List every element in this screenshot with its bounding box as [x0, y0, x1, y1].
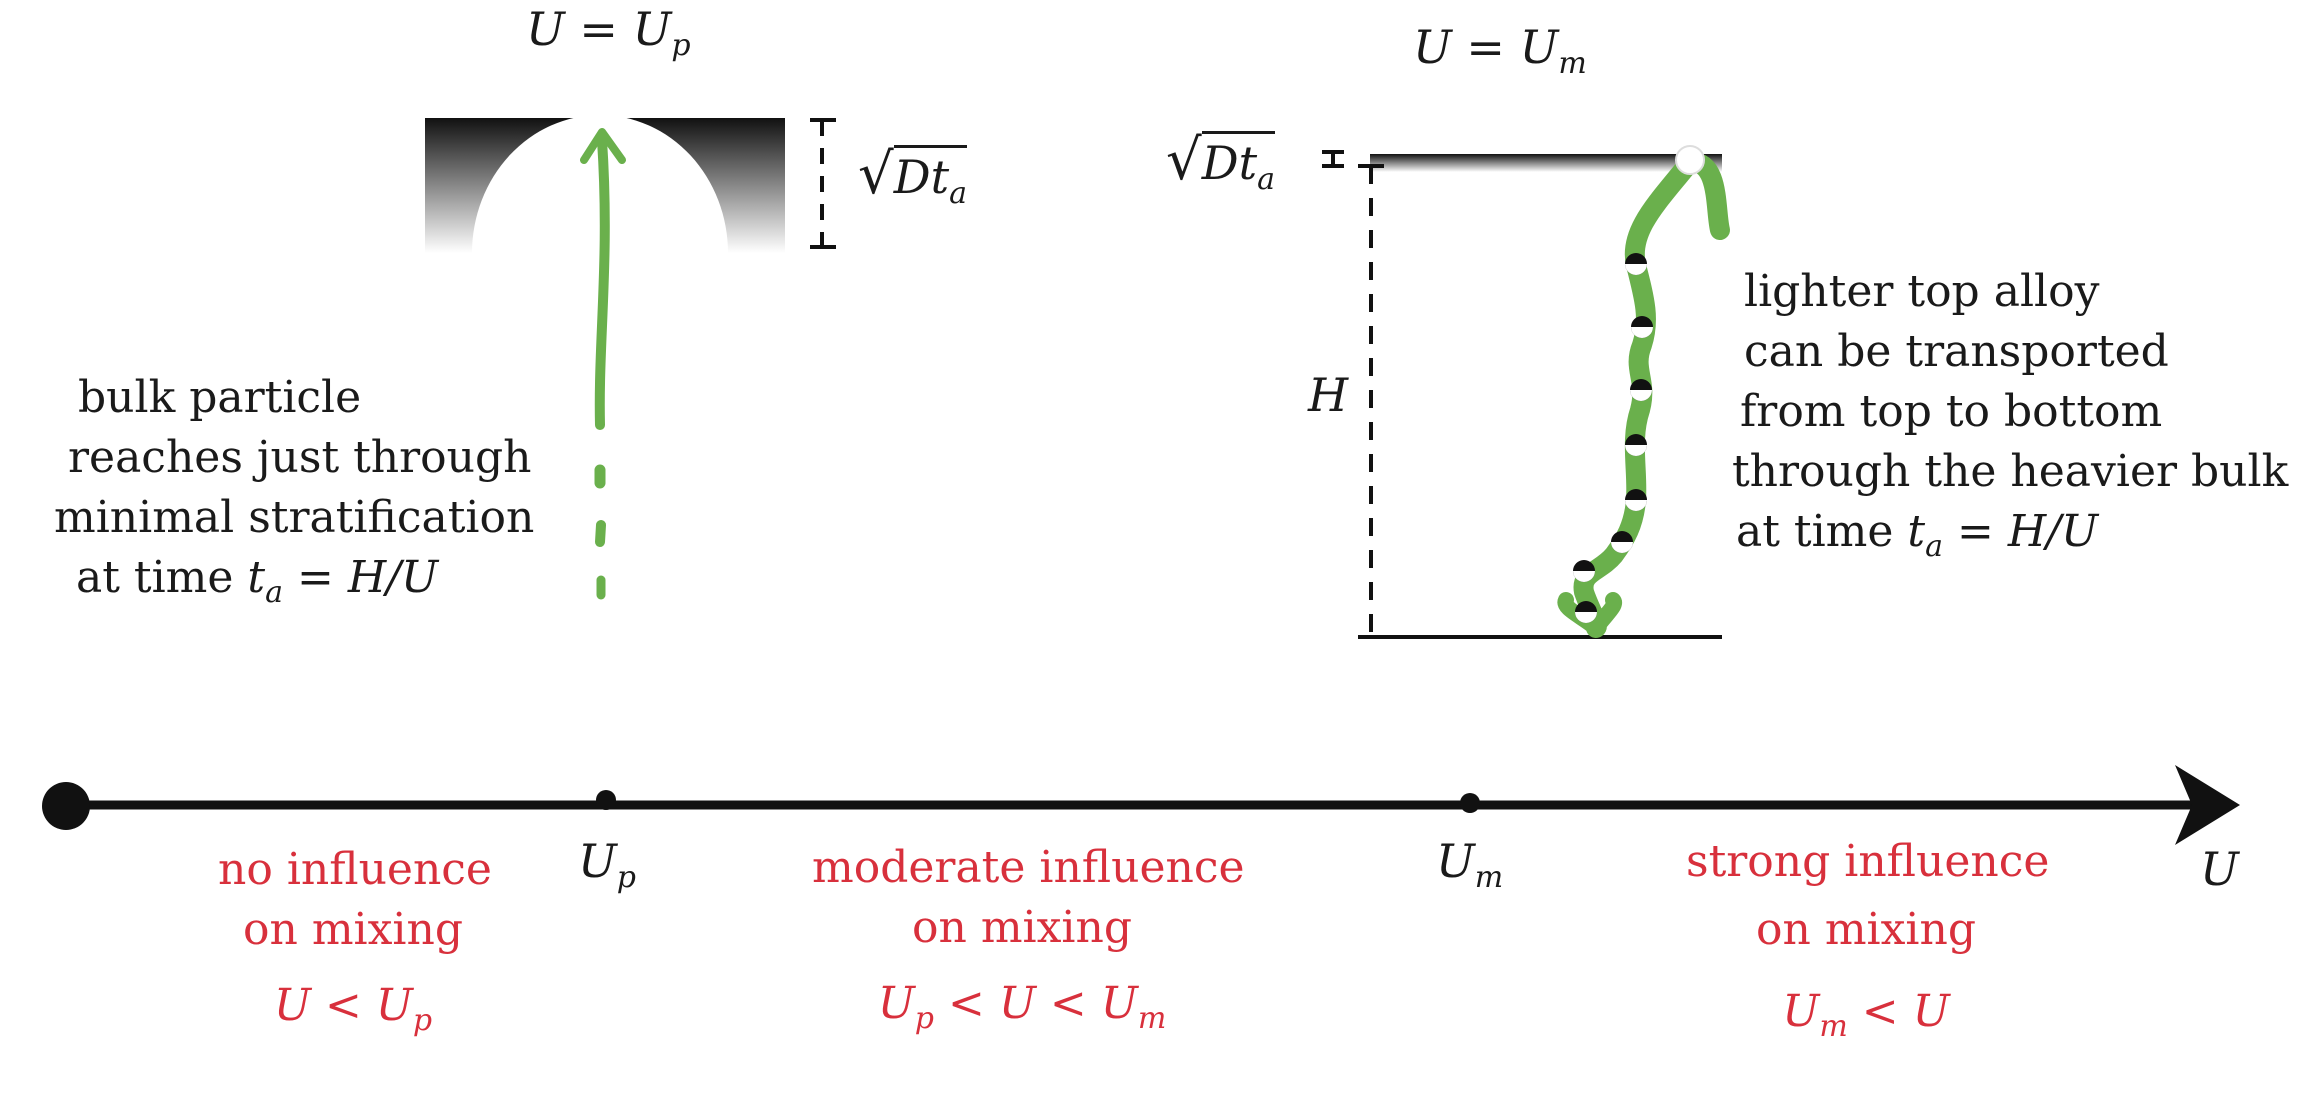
title-rhs-sub: p — [671, 28, 691, 63]
cond-text: U — [877, 978, 915, 1029]
regime-strong-influence: strong influence on mixing Um < U — [1686, 832, 2050, 1057]
time-sub: a — [265, 575, 283, 610]
regime-condition: U < Up — [218, 976, 488, 1051]
left-thickness-scale — [810, 118, 836, 249]
tick-sub: m — [1474, 860, 1504, 895]
regime-condition: Up < U < Um — [812, 974, 1232, 1049]
right-top-layer — [1360, 154, 1722, 639]
right-velocity-title: U = Um — [1413, 20, 1587, 81]
title-lhs: U — [526, 2, 565, 56]
title-eq: = — [1451, 20, 1520, 74]
title-lhs: U — [1413, 20, 1452, 74]
title-rhs: U — [1519, 20, 1559, 74]
title-rhs-sub: m — [1558, 46, 1587, 81]
regime-line-1: no influence — [218, 844, 492, 895]
regime-line-1: moderate influence — [812, 842, 1245, 893]
cond-text: U — [1782, 986, 1820, 1037]
right-description: lighter top alloy can be transported fro… — [1732, 262, 2288, 577]
right-desc-line-4: through the heavier bulk — [1732, 446, 2289, 497]
left-desc-line-3: minimal stratification — [54, 492, 535, 543]
axis-tick-um — [1460, 793, 1480, 813]
particle — [1575, 601, 1597, 623]
time-sub: a — [1925, 529, 1943, 564]
time-rest: = H/U — [282, 552, 439, 603]
height-label: H — [1308, 368, 1349, 422]
sqrt-radicand: Dta — [893, 145, 967, 211]
axis-tick-label-um: Um — [1436, 834, 1503, 895]
cond-tail: < U < U — [934, 978, 1138, 1029]
left-time-prefix: at time — [76, 552, 248, 603]
regime-condition: Um < U — [1686, 982, 2046, 1057]
right-desc-line-1: lighter top alloy — [1744, 266, 2100, 317]
left-velocity-title: U = Up — [526, 2, 691, 63]
alloy-particles — [1573, 145, 1705, 623]
particle — [1631, 316, 1653, 338]
axis-tick-label-up: Up — [578, 834, 636, 895]
cond-tail: < U — [1847, 986, 1950, 1037]
axis-tick-up — [596, 790, 616, 810]
cond-tail-sub: m — [1137, 1001, 1167, 1036]
cond-sub: p — [914, 1001, 934, 1036]
time-var: t — [1907, 506, 1926, 557]
right-time-expr: ta = H/U — [1907, 506, 2099, 564]
right-desc-line-2: can be transported — [1744, 326, 2169, 377]
particle — [1625, 434, 1647, 456]
left-desc-line-2: reaches just through — [68, 432, 532, 483]
sqrt-symbol: √ — [858, 142, 894, 207]
particle — [1625, 253, 1647, 275]
right-time-prefix: at time — [1736, 506, 1908, 557]
regime-line-2: on mixing — [912, 902, 1132, 953]
time-var: t — [247, 552, 266, 603]
radicand-sub: a — [1257, 162, 1275, 197]
sqrt-radicand: Dta — [1201, 131, 1275, 197]
right-diffusion-length-label: √Dta — [1166, 128, 1275, 197]
velocity-axis — [42, 765, 2240, 845]
sqrt-symbol: √ — [1166, 128, 1202, 193]
time-rest: = H/U — [1942, 506, 2099, 557]
regime-line-2: on mixing — [1756, 904, 1976, 955]
axis-origin-marker — [42, 782, 90, 830]
cond-sub: m — [1819, 1009, 1848, 1044]
tick-name: U — [1436, 834, 1475, 888]
left-diffusion-length-label: √Dta — [858, 142, 967, 211]
left-description: bulk particle reaches just through minim… — [52, 368, 534, 623]
radicand-sub: a — [949, 176, 967, 211]
right-desc-line-3: from top to bottom — [1740, 386, 2163, 437]
radicand-base: Dt — [893, 150, 950, 204]
regime-line-2: on mixing — [243, 904, 463, 955]
left-time-expr: ta = H/U — [247, 552, 439, 610]
regime-moderate-influence: moderate influence on mixing Up < U < Um — [812, 838, 1245, 1049]
axis-label: U — [2200, 842, 2239, 896]
left-desc-line-4: at time ta = H/U — [52, 548, 534, 623]
title-rhs: U — [632, 2, 672, 56]
tick-name: U — [578, 834, 617, 888]
right-scale-bars — [1322, 150, 1384, 639]
regime-line-1: strong influence — [1686, 836, 2050, 887]
right-desc-line-5: at time ta = H/U — [1732, 502, 2288, 577]
bulk-particle-path — [580, 128, 626, 600]
cond-text: U < U — [273, 980, 413, 1031]
particle — [1611, 531, 1633, 553]
left-desc-line-1: bulk particle — [78, 372, 362, 423]
particle — [1625, 489, 1647, 511]
title-eq: = — [564, 2, 633, 56]
regime-no-influence: no influence on mixing U < Up — [218, 840, 492, 1051]
radicand-base: Dt — [1201, 136, 1258, 190]
particle — [1630, 379, 1652, 401]
cond-sub: p — [412, 1003, 433, 1038]
tick-sub: p — [616, 860, 636, 895]
particle — [1573, 560, 1595, 582]
